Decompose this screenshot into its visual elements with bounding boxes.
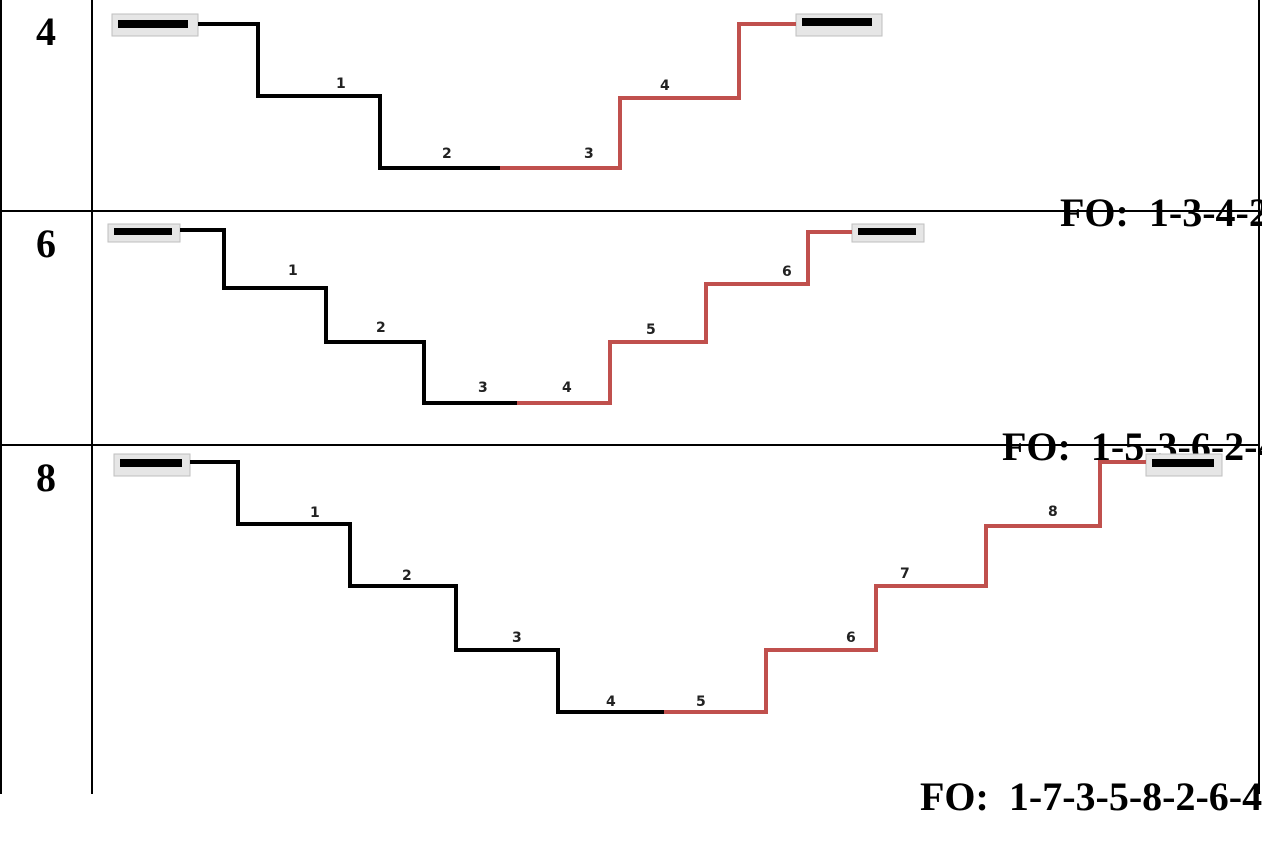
firing-order: FO: 1-7-3-5-8-2-6-4 [860, 726, 1262, 867]
row-8-steps: 8 1 2 3 4 5 6 7 8 FO: 1-7-3-5-8-2-6-4 [0, 446, 1262, 819]
row-divider-2 [0, 444, 1260, 446]
step-label: 4 [562, 380, 572, 396]
step-label: 3 [512, 630, 522, 646]
step-label: 3 [584, 146, 594, 162]
right-endpoint [1145, 453, 1223, 477]
step-label: 2 [376, 320, 386, 336]
row-6-steps: 6 1 2 3 4 5 6 FO: 1-5-3-6-2-4 [0, 212, 1262, 469]
left-endpoint [113, 453, 191, 477]
step-label: 7 [900, 566, 910, 582]
column-divider [91, 0, 93, 794]
step-count: 8 [36, 455, 56, 500]
step-label: 4 [606, 694, 616, 710]
descending-path [180, 228, 517, 405]
step-label: 8 [1048, 504, 1058, 520]
step-label: 4 [660, 78, 670, 94]
step-count-cell: 6 [0, 212, 92, 444]
step-label: 1 [310, 505, 320, 521]
step-label: 2 [442, 146, 452, 162]
step-count-cell: 4 [0, 0, 92, 210]
step-label: 5 [696, 694, 706, 710]
step-count-cell: 8 [0, 446, 92, 794]
descending-path [198, 22, 500, 170]
ascending-path [664, 460, 1146, 714]
right-endpoint [851, 223, 925, 243]
left-endpoint [107, 223, 181, 243]
firing-order: FO: 1-3-4-2 [1000, 142, 1262, 283]
firing-order-value: 1-7-3-5-8-2-6-4 [1008, 774, 1262, 819]
step-label: 3 [478, 380, 488, 396]
step-count: 4 [36, 9, 56, 54]
row-4-steps: 4 1 2 3 4 FO: 1-3-4-2 [0, 0, 1262, 235]
ascending-path [500, 22, 796, 170]
step-label: 6 [782, 264, 792, 280]
row-divider-1 [0, 210, 1260, 212]
firing-order-label: FO: [920, 774, 989, 819]
staircase-diagram: 1 2 3 4 5 6 [107, 223, 925, 405]
table-border-left [0, 0, 2, 794]
table-border-right [1258, 0, 1260, 794]
step-label: 6 [846, 630, 856, 646]
firing-order-label: FO: [1060, 190, 1129, 235]
step-label: 1 [288, 263, 298, 279]
step-label: 5 [646, 322, 656, 338]
firing-order-value: 1-3-4-2 [1148, 190, 1262, 235]
staircase-diagram: 1 2 3 4 5 6 7 8 [113, 453, 1223, 714]
right-endpoint [795, 13, 883, 37]
staircase-diagram: 1 2 3 4 [111, 13, 883, 170]
firing-order-label: FO: [1002, 424, 1071, 469]
step-label: 2 [402, 568, 412, 584]
ascending-path [517, 230, 852, 405]
left-endpoint [111, 13, 199, 37]
step-label: 1 [336, 76, 346, 92]
descending-path [190, 460, 664, 714]
staircase-table: 4 1 2 3 4 FO: 1-3-4-2 6 [0, 0, 1262, 819]
step-count: 6 [36, 221, 56, 266]
